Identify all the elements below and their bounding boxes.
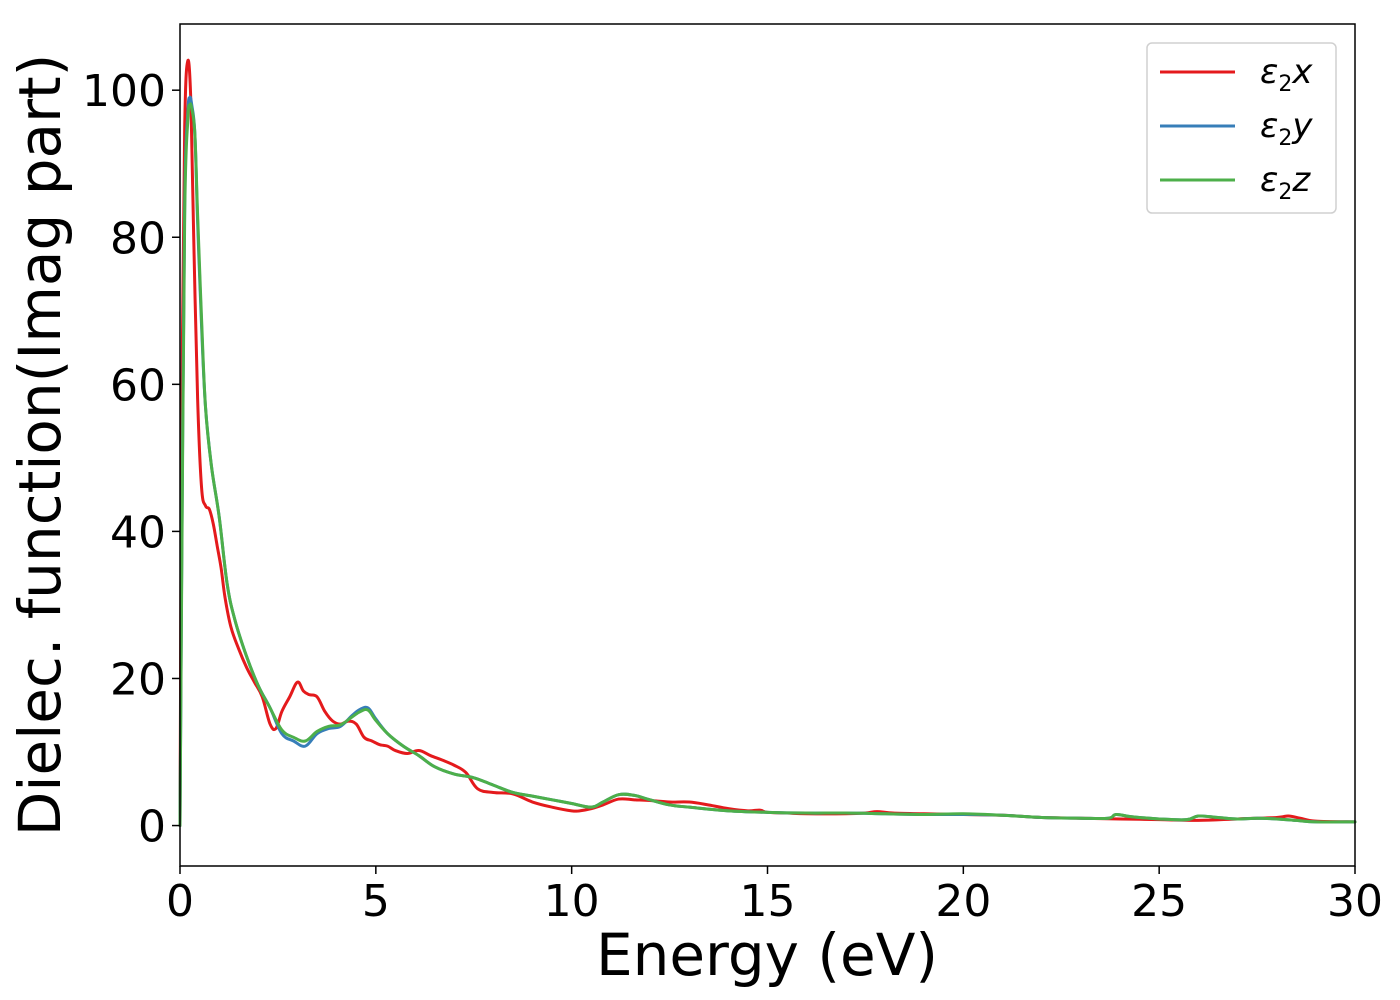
- legend-label-x: ε2x: [1260, 52, 1313, 97]
- y-tick-label-20: 20: [110, 654, 166, 705]
- series-line-z: [178, 102, 1357, 828]
- x-tick-label-20: 20: [935, 876, 991, 927]
- x-tick-label-30: 30: [1327, 876, 1383, 927]
- y-axis: 0 20 40 60 80 100: [82, 66, 180, 853]
- legend: ε2x ε2y ε2z: [1146, 42, 1337, 214]
- x-tick-label-10: 10: [544, 876, 600, 927]
- legend-label-y: ε2y: [1260, 106, 1313, 151]
- x-tick-label-15: 15: [740, 876, 796, 927]
- legend-label-z: ε2z: [1260, 160, 1311, 205]
- x-tick-label-25: 25: [1131, 876, 1187, 927]
- y-tick-label-60: 60: [110, 360, 166, 411]
- y-tick-label-40: 40: [110, 507, 166, 558]
- x-tick-label-0: 0: [166, 876, 194, 927]
- x-axis-title: Energy (eV): [596, 921, 938, 989]
- y-tick-label-80: 80: [110, 213, 166, 264]
- y-tick-label-100: 100: [82, 66, 166, 117]
- y-axis-title: Dielec. function(Imag part): [6, 54, 74, 837]
- series-layer: [178, 58, 1357, 828]
- legend-box: [1146, 42, 1337, 214]
- x-tick-label-5: 5: [362, 876, 390, 927]
- x-axis: 0 5 10 15 20 25 30: [166, 866, 1383, 927]
- y-tick-label-0: 0: [138, 802, 166, 853]
